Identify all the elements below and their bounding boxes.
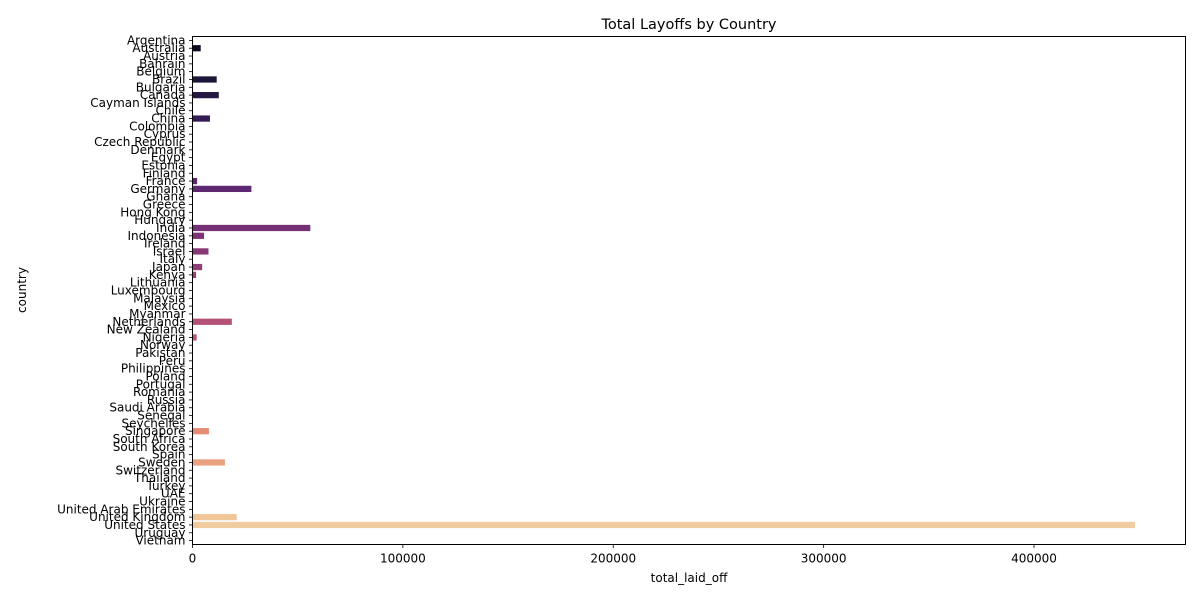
y-tick-label: Luxembourg bbox=[111, 284, 186, 298]
y-tick-label: Canada bbox=[140, 88, 186, 102]
y-tick-label: Philippines bbox=[121, 362, 186, 376]
y-tick-label: Myanmar bbox=[129, 307, 185, 321]
y-tick-label: Nigeria bbox=[143, 330, 186, 344]
y-tick-label: Belgium bbox=[136, 65, 185, 79]
y-tick-label: United States bbox=[104, 518, 185, 532]
y-tick-label: Germany bbox=[130, 182, 185, 196]
bar bbox=[192, 521, 1136, 529]
bar bbox=[192, 185, 252, 193]
y-tick-label: Estonia bbox=[141, 158, 185, 172]
y-tick-label: Israel bbox=[153, 244, 186, 258]
y-tick-label: Brazil bbox=[152, 72, 186, 86]
bar bbox=[192, 224, 311, 232]
y-tick-label: UAE bbox=[161, 487, 186, 501]
bar bbox=[192, 177, 198, 185]
bar bbox=[192, 318, 232, 325]
y-tick-label: Russia bbox=[147, 393, 186, 407]
plot-frame bbox=[192, 36, 1186, 545]
y-tick-label: China bbox=[151, 112, 185, 126]
bar bbox=[192, 428, 209, 435]
y-tick-label: Hungary bbox=[134, 213, 185, 227]
y-tick-label: Turkey bbox=[145, 479, 185, 493]
y-tick-label: Romania bbox=[133, 385, 185, 399]
y-axis-label: country bbox=[15, 267, 29, 313]
y-tick-label: Uruguay bbox=[135, 526, 186, 540]
y-tick-label: Malaysia bbox=[133, 291, 185, 305]
bar bbox=[192, 76, 217, 83]
bar bbox=[192, 232, 205, 239]
y-tick-label: Kenya bbox=[149, 268, 186, 282]
y-tick-label: Ukraine bbox=[139, 495, 185, 509]
y-tick-label: Bulgaria bbox=[136, 80, 186, 94]
bar bbox=[192, 45, 201, 52]
y-tick-label: Greece bbox=[143, 198, 186, 212]
bar bbox=[192, 271, 197, 278]
y-tick-label: Thailand bbox=[133, 471, 186, 485]
y-tick-label: Poland bbox=[145, 369, 185, 383]
bar bbox=[192, 91, 219, 99]
x-tick-label: 0 bbox=[189, 552, 197, 566]
y-tick-label: Egypt bbox=[151, 151, 186, 165]
y-tick-label: Ireland bbox=[144, 237, 186, 251]
y-ticks-group: ArgentinaAustraliaAustriaBahrainBelgiumB… bbox=[57, 33, 193, 548]
y-tick-label: Hong Kong bbox=[120, 205, 185, 219]
y-tick-label: France bbox=[146, 174, 186, 188]
y-tick-label: Argentina bbox=[127, 33, 186, 47]
y-tick-label: Australia bbox=[132, 41, 185, 55]
y-tick-label: Peru bbox=[159, 354, 186, 368]
chart-title: Total Layoffs by Country bbox=[600, 17, 776, 33]
x-tick-label: 300000 bbox=[801, 552, 847, 566]
y-tick-label: Portugal bbox=[136, 377, 186, 391]
y-tick-label: Chile bbox=[155, 104, 185, 118]
y-tick-label: Seychelles bbox=[122, 416, 186, 430]
y-tick-label: Japan bbox=[151, 260, 185, 274]
y-tick-label: Singapore bbox=[125, 424, 186, 438]
y-tick-label: Bahrain bbox=[139, 57, 185, 71]
x-tick-label: 400000 bbox=[1011, 552, 1057, 566]
y-tick-label: Sweden bbox=[138, 455, 185, 469]
x-axis-label: total_laid_off bbox=[651, 571, 728, 585]
y-tick-label: Lithuania bbox=[130, 276, 186, 290]
y-tick-label: Norway bbox=[140, 338, 186, 352]
bar bbox=[192, 115, 210, 122]
y-tick-label: Italy bbox=[159, 252, 185, 266]
y-tick-label: India bbox=[156, 221, 185, 235]
y-tick-label: Indonesia bbox=[127, 229, 185, 243]
bar bbox=[192, 263, 203, 271]
y-tick-label: Switzerland bbox=[116, 463, 186, 477]
bar bbox=[192, 334, 197, 341]
y-tick-label: Cyprus bbox=[144, 127, 186, 141]
y-tick-label: Finland bbox=[143, 166, 186, 180]
y-tick-label: Austria bbox=[143, 49, 185, 63]
x-tick-label: 200000 bbox=[590, 552, 636, 566]
y-tick-label: United Arab Emirates bbox=[57, 502, 185, 516]
bar bbox=[192, 248, 209, 255]
y-tick-label: Senegal bbox=[137, 409, 185, 423]
bar bbox=[192, 514, 237, 521]
y-tick-label: United Kingdom bbox=[89, 510, 185, 524]
x-tick-label: 100000 bbox=[380, 552, 426, 566]
y-tick-label: New Zealand bbox=[107, 323, 186, 337]
y-tick-label: Mexico bbox=[144, 299, 186, 313]
y-tick-label: Netherlands bbox=[112, 315, 185, 329]
y-tick-label: Ghana bbox=[146, 190, 185, 204]
y-tick-label: Pakistan bbox=[135, 346, 185, 360]
y-tick-label: South Africa bbox=[113, 432, 186, 446]
y-tick-label: South Korea bbox=[113, 440, 186, 454]
y-tick-label: Czech Republic bbox=[94, 135, 185, 149]
x-ticks-group: 0 100000 200000 300000 400000 bbox=[189, 544, 1057, 566]
y-tick-label: Colombia bbox=[129, 119, 185, 133]
bar bbox=[192, 459, 225, 466]
y-tick-label: Spain bbox=[152, 448, 186, 462]
y-tick-label: Vietnam bbox=[135, 534, 185, 548]
y-tick-label: Cayman Islands bbox=[90, 96, 185, 110]
y-tick-label: Saudi Arabia bbox=[109, 401, 185, 415]
bars-group bbox=[192, 45, 1136, 529]
y-tick-label: Denmark bbox=[130, 143, 185, 157]
